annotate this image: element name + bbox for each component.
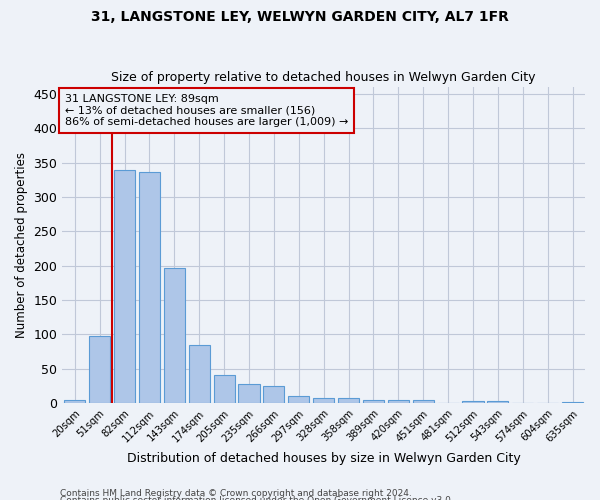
Text: 31, LANGSTONE LEY, WELWYN GARDEN CITY, AL7 1FR: 31, LANGSTONE LEY, WELWYN GARDEN CITY, A… — [91, 10, 509, 24]
Title: Size of property relative to detached houses in Welwyn Garden City: Size of property relative to detached ho… — [112, 72, 536, 85]
Bar — [139, 172, 160, 403]
Bar — [388, 400, 409, 403]
Bar — [64, 400, 85, 403]
Bar — [562, 402, 583, 403]
Text: Contains HM Land Registry data © Crown copyright and database right 2024.: Contains HM Land Registry data © Crown c… — [60, 488, 412, 498]
Bar — [313, 398, 334, 403]
Bar — [463, 401, 484, 403]
X-axis label: Distribution of detached houses by size in Welwyn Garden City: Distribution of detached houses by size … — [127, 452, 521, 465]
Text: Contains public sector information licensed under the Open Government Licence v3: Contains public sector information licen… — [60, 496, 454, 500]
Bar — [263, 386, 284, 403]
Bar — [188, 346, 210, 403]
Bar — [413, 400, 434, 403]
Bar — [238, 384, 260, 403]
Bar — [214, 375, 235, 403]
Bar — [114, 170, 135, 403]
Bar — [363, 400, 384, 403]
Bar — [338, 398, 359, 403]
Bar — [487, 401, 508, 403]
Text: 31 LANGSTONE LEY: 89sqm
← 13% of detached houses are smaller (156)
86% of semi-d: 31 LANGSTONE LEY: 89sqm ← 13% of detache… — [65, 94, 348, 127]
Y-axis label: Number of detached properties: Number of detached properties — [15, 152, 28, 338]
Bar — [164, 268, 185, 403]
Bar — [288, 396, 310, 403]
Bar — [89, 336, 110, 403]
